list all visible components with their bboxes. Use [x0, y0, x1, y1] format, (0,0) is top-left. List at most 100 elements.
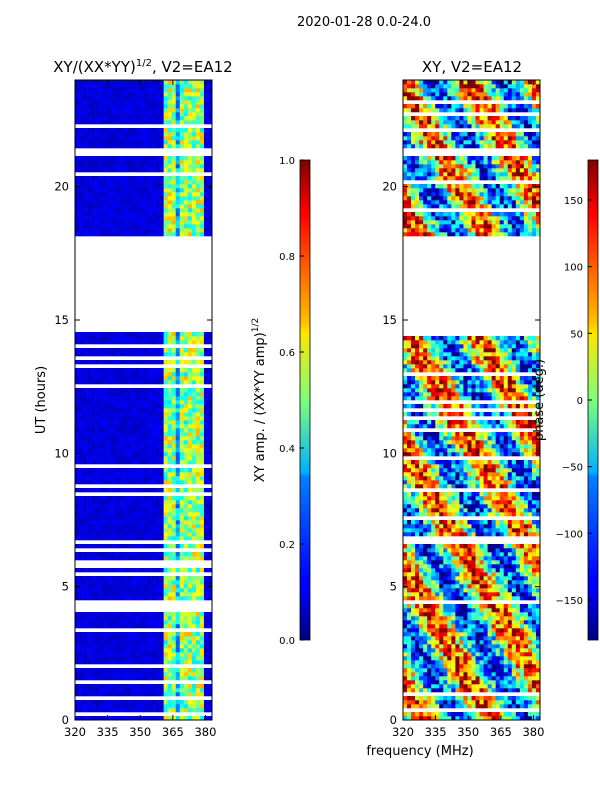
- heatmap-cell: [511, 640, 517, 645]
- heatmap-cell: [143, 340, 148, 345]
- heatmap-cell: [171, 616, 177, 621]
- heatmap-cell: [207, 576, 212, 581]
- heatmap-cell: [151, 436, 156, 441]
- heatmap-cell: [131, 460, 136, 465]
- heatmap-cell: [195, 660, 201, 665]
- heatmap-cell: [171, 184, 177, 189]
- heatmap-cell: [131, 632, 136, 637]
- heatmap-cell: [195, 632, 201, 637]
- heatmap-cell: [159, 92, 164, 97]
- heatmap-cell: [403, 620, 408, 625]
- heatmap-cell: [435, 604, 440, 609]
- heatmap-cell: [103, 500, 108, 505]
- heatmap-cell: [139, 552, 144, 557]
- heatmap-cell: [203, 472, 209, 477]
- heatmap-cell: [187, 532, 193, 537]
- heatmap-cell: [127, 700, 132, 705]
- heatmap-cell: [167, 424, 173, 429]
- heatmap-cell: [167, 104, 173, 109]
- heatmap-cell: [491, 668, 496, 673]
- heatmap-cell: [131, 136, 136, 141]
- heatmap-cell: [475, 696, 480, 701]
- heatmap-cell: [119, 576, 124, 581]
- heatmap-cell: [99, 556, 104, 561]
- heatmap-cell: [415, 572, 420, 577]
- heatmap-cell: [187, 220, 193, 225]
- heatmap-cell: [115, 700, 120, 705]
- left-plot-frame: [74, 79, 213, 721]
- heatmap-cell: [459, 580, 464, 585]
- heatmap-cell: [455, 576, 460, 581]
- heatmap-cell: [155, 404, 160, 409]
- heatmap-cell: [95, 184, 100, 189]
- heatmap-cell: [199, 668, 205, 673]
- heatmap-cell: [99, 684, 104, 689]
- heatmap-cell: [99, 576, 104, 581]
- heatmap-cell: [423, 712, 428, 717]
- heatmap-cell: [99, 420, 104, 425]
- heatmap-cell: [75, 552, 80, 557]
- heatmap-cell: [167, 340, 173, 345]
- heatmap-cell: [87, 396, 92, 401]
- heatmap-cell: [123, 448, 128, 453]
- heatmap-cell: [135, 552, 140, 557]
- heatmap-cell: [439, 620, 444, 625]
- heatmap-cell: [487, 672, 492, 677]
- heatmap-cell: [487, 616, 492, 621]
- heatmap-cell: [411, 680, 416, 685]
- right-panel-title: XY, V2=EA12: [422, 58, 522, 76]
- heatmap-cell: [111, 656, 116, 661]
- heatmap-cell: [119, 420, 124, 425]
- heatmap-cell: [203, 644, 209, 649]
- heatmap-cell: [135, 224, 140, 229]
- heatmap-cell: [87, 184, 92, 189]
- heatmap-cell: [531, 608, 537, 613]
- heatmap-cell: [119, 408, 124, 413]
- heatmap-cell: [131, 180, 136, 185]
- heatmap-cell: [411, 684, 416, 689]
- heatmap-cell: [207, 448, 212, 453]
- heatmap-cell: [119, 596, 124, 601]
- heatmap-cell: [447, 684, 452, 689]
- heatmap-cell: [119, 104, 124, 109]
- heatmap-cell: [203, 520, 209, 525]
- heatmap-cell: [115, 200, 120, 205]
- heatmap-cell: [163, 156, 168, 161]
- heatmap-cell: [167, 476, 173, 481]
- heatmap-cell: [423, 684, 428, 689]
- heatmap-cell: [159, 208, 164, 213]
- heatmap-cell: [91, 568, 96, 573]
- heatmap-cell: [167, 556, 173, 561]
- heatmap-cell: [119, 416, 124, 421]
- heatmap-cell: [91, 388, 96, 393]
- heatmap-cell: [495, 592, 501, 597]
- heatmap-cell: [147, 432, 152, 437]
- heatmap-cell: [103, 400, 108, 405]
- heatmap-cell: [79, 176, 84, 181]
- heatmap-cell: [111, 376, 116, 381]
- heatmap-cell: [499, 628, 505, 633]
- heatmap-cell: [467, 712, 472, 717]
- heatmap-cell: [91, 140, 96, 145]
- heatmap-cell: [195, 592, 201, 597]
- heatmap-cell: [123, 92, 128, 97]
- heatmap-cell: [111, 136, 116, 141]
- heatmap-cell: [115, 108, 120, 113]
- heatmap-cell: [191, 212, 197, 217]
- heatmap-cell: [207, 692, 212, 697]
- heatmap-cell: [87, 412, 92, 417]
- heatmap-cell: [435, 668, 440, 673]
- heatmap-cell: [431, 636, 436, 641]
- heatmap-cell: [419, 632, 424, 637]
- heatmap-cell: [163, 372, 168, 377]
- heatmap-cell: [187, 372, 193, 377]
- heatmap-cell: [83, 196, 88, 201]
- heatmap-cell: [207, 452, 212, 457]
- heatmap-cell: [191, 436, 197, 441]
- heatmap-cell: [511, 624, 517, 629]
- heatmap-cell: [179, 428, 185, 433]
- heatmap-cell: [431, 620, 436, 625]
- heatmap-cell: [119, 208, 124, 213]
- heatmap-cell: [163, 168, 168, 173]
- heatmap-cell: [83, 544, 88, 549]
